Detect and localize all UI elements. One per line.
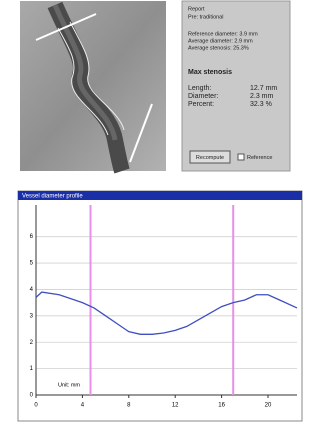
checkbox-label[interactable]: Reference — [247, 155, 272, 161]
row-value: 32.3 % — [250, 101, 272, 108]
x-tick-label: 16 — [218, 403, 225, 409]
report-subheading: Pre: traditional — [188, 14, 223, 20]
report-heading: Report — [188, 6, 205, 12]
report-line: Average diameter: 2.9 mm — [188, 38, 253, 44]
report-line: Average stenosis: 25.3% — [188, 45, 249, 51]
row-label: Diameter: — [188, 93, 218, 100]
row-label: Length: — [188, 85, 211, 92]
row-label: Percent: — [188, 101, 214, 108]
page: Report Pre: traditional Reference diamet… — [0, 0, 312, 431]
x-tick-label: 20 — [265, 403, 272, 409]
unit-label: Unit: mm — [58, 382, 80, 388]
reference-checkbox[interactable]: Reference — [238, 154, 272, 161]
row-value: 12.7 mm — [250, 85, 277, 92]
button-label[interactable]: Recompute — [196, 155, 224, 161]
row-value: 2.3 mm — [250, 93, 274, 100]
x-tick-label: 12 — [172, 403, 179, 409]
report-section: Max stenosis — [188, 69, 232, 76]
report-line: Reference diameter: 3.9 mm — [188, 31, 258, 37]
chart-title: Vessel diameter profile — [22, 194, 83, 200]
angiogram — [20, 1, 166, 171]
report-panel: Report Pre: traditional Reference diamet… — [182, 1, 290, 171]
recompute-button[interactable]: Recompute — [190, 151, 230, 163]
screen: Report Pre: traditional Reference diamet… — [0, 0, 312, 431]
